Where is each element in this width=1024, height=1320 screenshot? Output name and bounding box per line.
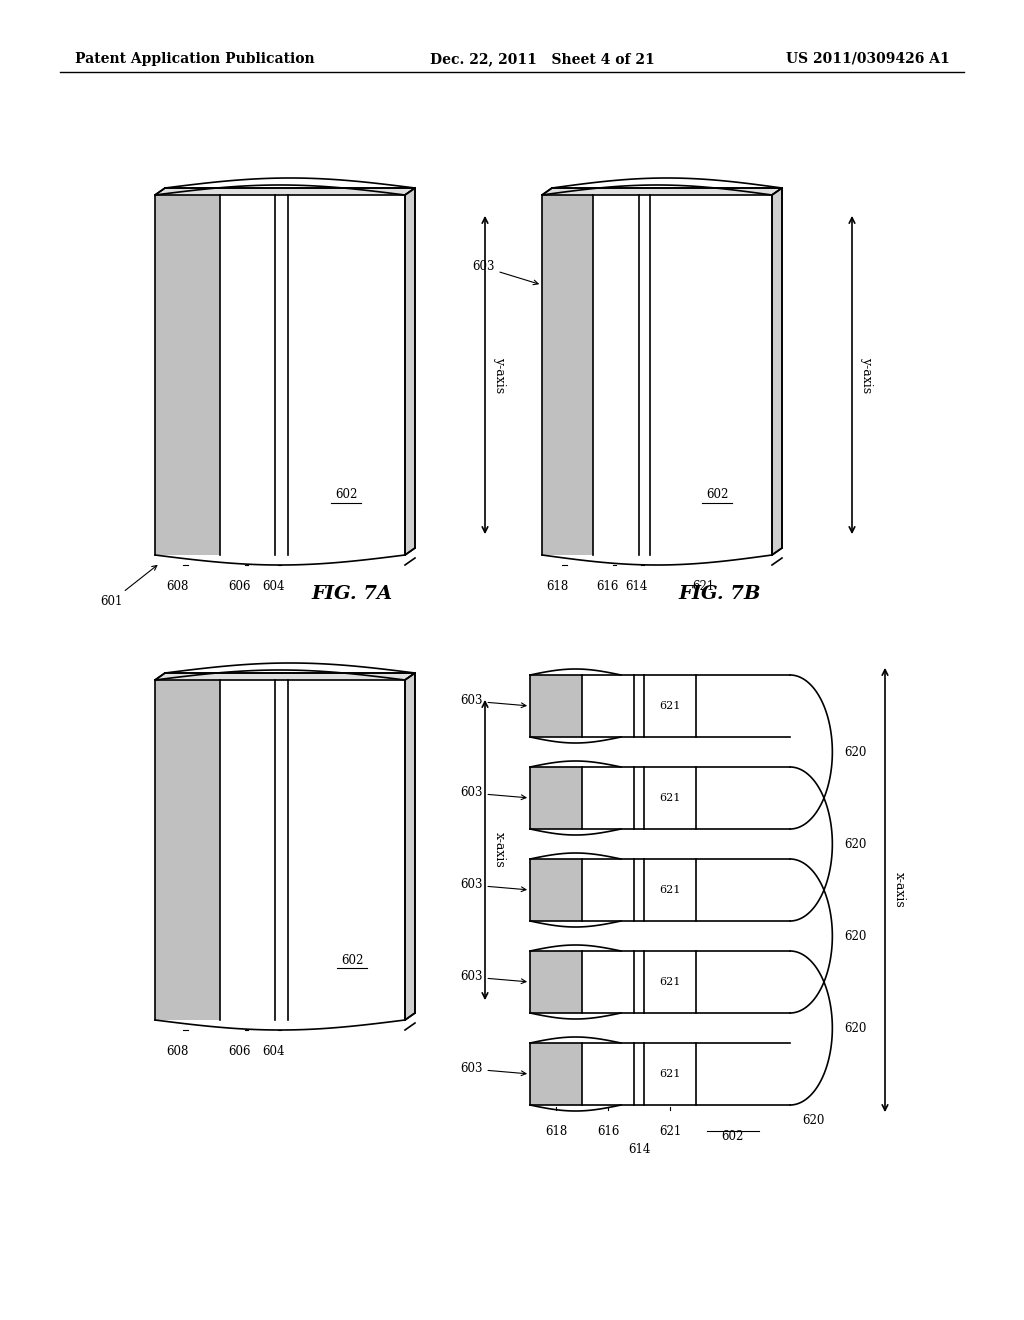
Text: y-axis: y-axis bbox=[493, 356, 506, 393]
Polygon shape bbox=[644, 1043, 696, 1105]
Polygon shape bbox=[650, 195, 772, 554]
Polygon shape bbox=[542, 195, 593, 554]
Text: 608: 608 bbox=[166, 579, 188, 593]
Text: 620: 620 bbox=[845, 746, 866, 759]
Text: 620: 620 bbox=[845, 929, 866, 942]
Text: 603: 603 bbox=[460, 1063, 526, 1076]
Polygon shape bbox=[634, 767, 644, 829]
Text: 603: 603 bbox=[460, 970, 526, 983]
Polygon shape bbox=[288, 195, 406, 554]
Polygon shape bbox=[696, 767, 790, 829]
Polygon shape bbox=[644, 859, 696, 921]
Text: 620: 620 bbox=[845, 1022, 866, 1035]
Text: 621: 621 bbox=[659, 884, 681, 895]
Polygon shape bbox=[155, 680, 220, 1020]
Polygon shape bbox=[644, 767, 696, 829]
Text: 604: 604 bbox=[262, 1045, 285, 1059]
Text: 620: 620 bbox=[845, 837, 866, 850]
Polygon shape bbox=[696, 950, 790, 1012]
Text: 606: 606 bbox=[228, 1045, 251, 1059]
Polygon shape bbox=[582, 767, 634, 829]
Polygon shape bbox=[644, 950, 696, 1012]
Text: 604: 604 bbox=[262, 579, 285, 593]
Text: 606: 606 bbox=[228, 579, 251, 593]
Text: 618: 618 bbox=[545, 1125, 567, 1138]
Text: 621: 621 bbox=[659, 701, 681, 711]
Polygon shape bbox=[288, 680, 406, 1020]
Polygon shape bbox=[593, 195, 639, 554]
Polygon shape bbox=[220, 680, 275, 1020]
Polygon shape bbox=[696, 859, 790, 921]
Polygon shape bbox=[155, 673, 415, 680]
Text: 616: 616 bbox=[596, 579, 618, 593]
Text: 621: 621 bbox=[659, 1069, 681, 1078]
Text: x-axis: x-axis bbox=[893, 873, 906, 908]
Text: 614: 614 bbox=[628, 1143, 650, 1156]
Polygon shape bbox=[772, 187, 782, 554]
Text: 603: 603 bbox=[460, 787, 526, 800]
Polygon shape bbox=[275, 195, 288, 554]
Polygon shape bbox=[542, 187, 782, 195]
Text: x-axis: x-axis bbox=[493, 832, 506, 867]
Polygon shape bbox=[275, 680, 288, 1020]
Text: 614: 614 bbox=[626, 579, 647, 593]
Text: 602: 602 bbox=[706, 488, 728, 502]
Text: 603: 603 bbox=[460, 694, 526, 708]
Polygon shape bbox=[530, 859, 582, 921]
Text: FIG. 7B: FIG. 7B bbox=[678, 585, 761, 603]
Text: 603: 603 bbox=[472, 260, 539, 285]
Text: 601: 601 bbox=[100, 565, 157, 609]
Text: US 2011/0309426 A1: US 2011/0309426 A1 bbox=[786, 51, 950, 66]
Text: 621: 621 bbox=[659, 793, 681, 803]
Text: Dec. 22, 2011   Sheet 4 of 21: Dec. 22, 2011 Sheet 4 of 21 bbox=[430, 51, 654, 66]
Text: FIG. 7A: FIG. 7A bbox=[311, 585, 392, 603]
Text: 620: 620 bbox=[802, 1114, 824, 1126]
Polygon shape bbox=[406, 187, 415, 554]
Text: 621: 621 bbox=[659, 1125, 682, 1138]
Polygon shape bbox=[582, 1043, 634, 1105]
Polygon shape bbox=[634, 859, 644, 921]
Polygon shape bbox=[634, 1043, 644, 1105]
Polygon shape bbox=[530, 950, 582, 1012]
Text: Patent Application Publication: Patent Application Publication bbox=[75, 51, 314, 66]
Text: 602: 602 bbox=[335, 488, 357, 502]
Text: 602: 602 bbox=[722, 1130, 744, 1143]
Text: 603: 603 bbox=[460, 879, 526, 891]
Polygon shape bbox=[582, 859, 634, 921]
Polygon shape bbox=[582, 675, 634, 737]
Text: 608: 608 bbox=[166, 1045, 188, 1059]
Polygon shape bbox=[155, 187, 415, 195]
Polygon shape bbox=[530, 1043, 582, 1105]
Polygon shape bbox=[530, 675, 582, 737]
Polygon shape bbox=[634, 675, 644, 737]
Polygon shape bbox=[406, 673, 415, 1020]
Text: 618: 618 bbox=[546, 579, 568, 593]
Text: 602: 602 bbox=[341, 953, 364, 966]
Polygon shape bbox=[644, 675, 696, 737]
Polygon shape bbox=[696, 675, 790, 737]
Text: y-axis: y-axis bbox=[860, 356, 873, 393]
Polygon shape bbox=[696, 1043, 790, 1105]
Polygon shape bbox=[582, 950, 634, 1012]
Text: 621: 621 bbox=[692, 579, 715, 593]
Polygon shape bbox=[155, 195, 220, 554]
Text: 621: 621 bbox=[659, 977, 681, 987]
Polygon shape bbox=[220, 195, 275, 554]
Polygon shape bbox=[634, 950, 644, 1012]
Polygon shape bbox=[639, 195, 650, 554]
Text: 616: 616 bbox=[597, 1125, 620, 1138]
Polygon shape bbox=[530, 767, 582, 829]
